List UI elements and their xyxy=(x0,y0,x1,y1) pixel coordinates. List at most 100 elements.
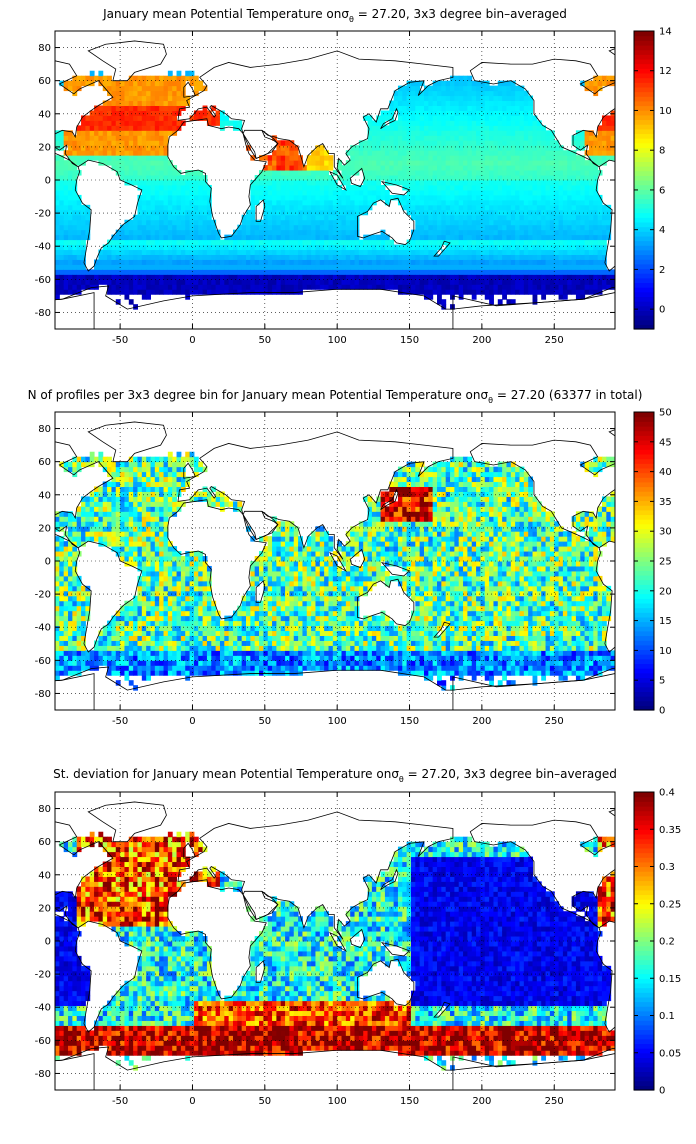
heatmap-cell xyxy=(346,210,351,215)
heatmap-cell xyxy=(511,130,516,135)
heatmap-cell xyxy=(389,170,394,175)
colorbar-segment xyxy=(634,213,654,218)
heatmap-cell xyxy=(511,160,516,165)
heatmap-cell xyxy=(155,91,160,96)
heatmap-cell xyxy=(307,185,312,190)
heatmap-cell xyxy=(350,215,355,220)
heatmap-cell xyxy=(203,115,208,120)
heatmap-cell xyxy=(519,91,524,96)
heatmap-cell xyxy=(55,660,60,665)
chart-title: N of profiles per 3x3 degree bin for Jan… xyxy=(28,388,643,405)
heatmap-cell xyxy=(129,220,134,225)
heatmap-cell xyxy=(272,279,277,284)
heatmap-cell xyxy=(576,255,581,260)
heatmap-cell xyxy=(164,115,169,120)
heatmap-cell xyxy=(276,255,281,260)
heatmap-cell xyxy=(198,210,203,215)
heatmap-cell xyxy=(407,140,412,145)
heatmap-cell xyxy=(546,245,551,250)
heatmap-cell xyxy=(207,115,212,120)
heatmap-cell xyxy=(168,180,173,185)
heatmap-cell xyxy=(129,496,134,501)
heatmap-cell xyxy=(311,240,316,245)
heatmap-cell xyxy=(64,626,69,631)
heatmap-cell xyxy=(524,130,529,135)
heatmap-cell xyxy=(485,185,490,190)
heatmap-cell xyxy=(407,96,412,101)
heatmap-cell xyxy=(98,531,103,536)
heatmap-cell xyxy=(528,274,533,279)
heatmap-cell xyxy=(137,284,142,289)
heatmap-cell xyxy=(159,255,164,260)
heatmap-cell xyxy=(59,601,64,606)
heatmap-cell xyxy=(155,120,160,125)
heatmap-cell xyxy=(172,101,177,106)
heatmap-cell xyxy=(55,551,60,556)
heatmap-cell xyxy=(420,205,425,210)
heatmap-cell xyxy=(133,645,138,650)
heatmap-cell xyxy=(502,284,507,289)
heatmap-cell xyxy=(159,106,164,111)
heatmap-cell xyxy=(246,255,251,260)
heatmap-cell xyxy=(502,86,507,91)
heatmap-cell xyxy=(472,289,477,294)
heatmap-cell xyxy=(137,180,142,185)
heatmap-cell xyxy=(498,145,503,150)
heatmap-cell xyxy=(111,665,116,670)
heatmap-cell xyxy=(585,230,590,235)
heatmap-cell xyxy=(129,680,134,685)
heatmap-cell xyxy=(585,259,590,264)
heatmap-cell xyxy=(133,106,138,111)
heatmap-cell xyxy=(177,259,182,264)
heatmap-cell xyxy=(103,640,108,645)
heatmap-cell xyxy=(415,255,420,260)
heatmap-cell xyxy=(181,200,186,205)
heatmap-cell xyxy=(563,230,568,235)
heatmap-cell xyxy=(602,235,607,240)
heatmap-cell xyxy=(190,220,195,225)
heatmap-cell xyxy=(289,190,294,195)
heatmap-cell xyxy=(137,289,142,294)
heatmap-cell xyxy=(589,205,594,210)
heatmap-cell xyxy=(64,650,69,655)
heatmap-cell xyxy=(424,165,429,170)
heatmap-cell xyxy=(94,506,99,511)
heatmap-cell xyxy=(129,536,134,541)
heatmap-cell xyxy=(580,165,585,170)
heatmap-cell xyxy=(185,274,190,279)
heatmap-cell xyxy=(142,235,147,240)
heatmap-cell xyxy=(472,110,477,115)
heatmap-cell xyxy=(137,650,142,655)
heatmap-cell xyxy=(450,120,455,125)
heatmap-cell xyxy=(59,185,64,190)
heatmap-cell xyxy=(203,190,208,195)
heatmap-cell xyxy=(133,665,138,670)
heatmap-cell xyxy=(541,255,546,260)
heatmap-cell xyxy=(342,170,347,175)
heatmap-cell xyxy=(137,491,142,496)
heatmap-cell xyxy=(355,155,360,160)
heatmap-cell xyxy=(164,289,169,294)
heatmap-cell xyxy=(185,279,190,284)
heatmap-cell xyxy=(276,200,281,205)
heatmap-cell xyxy=(437,81,442,86)
heatmap-cell xyxy=(328,165,333,170)
heatmap-cell xyxy=(98,491,103,496)
heatmap-cell xyxy=(402,175,407,180)
heatmap-cell xyxy=(567,255,572,260)
heatmap-cell xyxy=(233,264,238,269)
heatmap-cell xyxy=(381,240,386,245)
heatmap-cell xyxy=(580,205,585,210)
heatmap-cell xyxy=(311,279,316,284)
heatmap-cell xyxy=(554,255,559,260)
heatmap-cell xyxy=(346,255,351,260)
heatmap-cell xyxy=(64,185,69,190)
heatmap-cell xyxy=(302,279,307,284)
heatmap-cell xyxy=(355,190,360,195)
heatmap-cell xyxy=(493,250,498,255)
heatmap-cell xyxy=(190,76,195,81)
heatmap-cell xyxy=(129,556,134,561)
heatmap-cell xyxy=(489,106,494,111)
heatmap-cell xyxy=(519,279,524,284)
heatmap-cell xyxy=(224,259,229,264)
